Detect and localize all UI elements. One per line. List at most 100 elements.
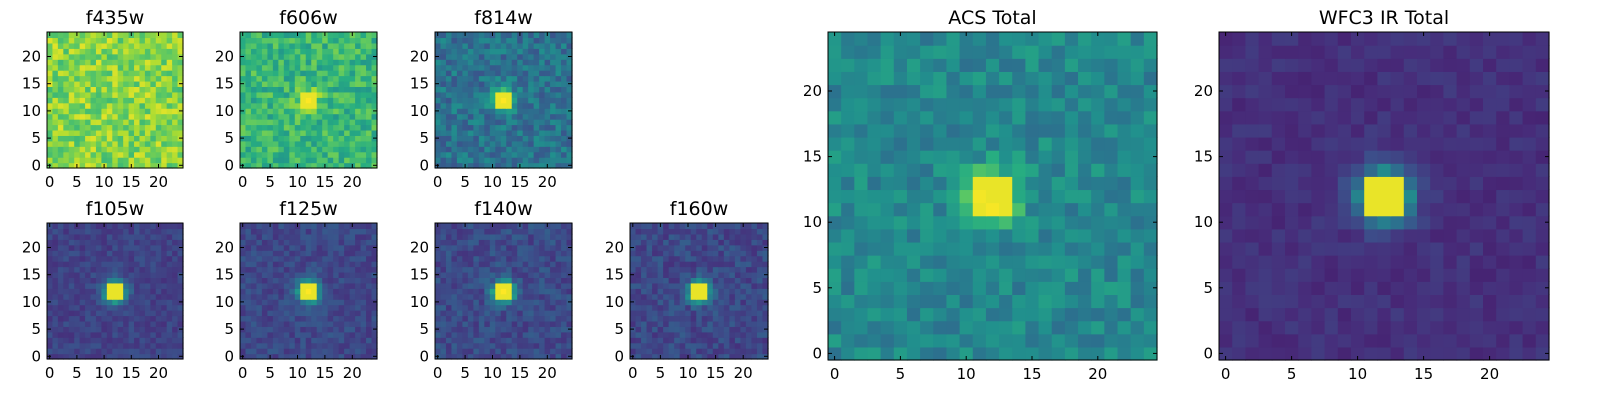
heatmap-cell	[1143, 215, 1158, 230]
heatmap-cell	[473, 353, 480, 360]
heatmap-cell	[828, 215, 842, 230]
heatmap-cell	[344, 102, 351, 109]
heatmap-cell	[550, 108, 557, 115]
heatmap-cell	[79, 48, 86, 55]
heatmap-cell	[294, 48, 301, 55]
y-tick-label: 15	[410, 75, 429, 93]
heatmap-cell	[366, 48, 373, 55]
heatmap-cell	[751, 282, 758, 289]
heatmap-cell	[139, 320, 146, 327]
heatmap-cell	[311, 250, 318, 257]
heatmap-cell	[155, 113, 162, 120]
heatmap-cell	[740, 331, 747, 338]
heatmap-cell	[506, 86, 513, 93]
heatmap-cell	[561, 288, 568, 295]
heatmap-cell	[294, 304, 301, 311]
heatmap-cell	[106, 113, 113, 120]
heatmap-cell	[555, 162, 562, 169]
heatmap-cell	[349, 86, 356, 93]
heatmap-cell	[144, 91, 151, 98]
heatmap-cell	[101, 250, 108, 257]
heatmap-cell	[123, 331, 130, 338]
heatmap-cell	[685, 261, 692, 268]
heatmap-cell	[841, 150, 855, 164]
heatmap-cell	[652, 261, 659, 268]
heatmap-cell	[867, 150, 882, 164]
heatmap-cell	[544, 59, 551, 66]
heatmap-cell	[294, 261, 301, 268]
heatmap-cell	[57, 86, 64, 93]
heatmap-cell	[245, 102, 252, 109]
heatmap-cell	[751, 342, 758, 349]
heatmap-cell	[177, 91, 184, 98]
heatmap-cell	[511, 42, 518, 49]
heatmap-cell	[674, 223, 681, 230]
heatmap-cell	[1091, 176, 1105, 191]
heatmap-cell	[128, 37, 135, 44]
heatmap-cell	[646, 331, 653, 338]
heatmap-cell	[718, 299, 725, 306]
heatmap-cell	[283, 140, 290, 147]
heatmap-cell	[139, 97, 146, 104]
heatmap-cell	[360, 80, 367, 87]
heatmap-cell	[762, 282, 769, 289]
heatmap-cell	[47, 97, 54, 104]
heatmap-cell	[106, 331, 113, 338]
heatmap-cell	[533, 108, 540, 115]
heatmap-cell	[435, 75, 442, 82]
heatmap-cell	[101, 64, 108, 71]
heatmap-cell	[550, 326, 557, 333]
heatmap-cell	[327, 233, 334, 240]
heatmap-cell	[500, 129, 507, 136]
heatmap-cell	[690, 348, 697, 355]
heatmap-cell	[267, 80, 274, 87]
heatmap-cell	[150, 282, 157, 289]
heatmap-cell	[456, 157, 463, 164]
heatmap-cell	[696, 271, 703, 278]
heatmap-cell	[338, 32, 345, 39]
heatmap-cell	[289, 32, 296, 39]
heatmap-cell	[311, 86, 318, 93]
heatmap-cell	[250, 124, 258, 131]
heatmap-cell	[311, 37, 318, 44]
heatmap-cell	[707, 228, 714, 235]
heatmap-cell	[366, 124, 373, 131]
heatmap-cell	[256, 91, 263, 98]
heatmap-cell	[371, 315, 378, 322]
heatmap-cell	[533, 80, 540, 87]
heatmap-cell	[106, 151, 113, 158]
heatmap-cell	[506, 315, 513, 322]
heatmap-cell	[74, 59, 81, 66]
heatmap-cell	[528, 59, 535, 66]
heatmap-cell	[522, 250, 529, 257]
heatmap-cell	[999, 176, 1013, 191]
heatmap-cell	[500, 32, 507, 39]
heatmap-cell	[668, 288, 675, 295]
heatmap-cell	[506, 266, 513, 273]
heatmap-cell	[1091, 228, 1105, 243]
heatmap-cell	[338, 108, 345, 115]
heatmap-cell	[106, 108, 113, 115]
heatmap-cell	[128, 228, 135, 235]
heatmap-cell	[150, 37, 157, 44]
heatmap-cell	[360, 37, 367, 44]
heatmap-cell	[128, 288, 135, 295]
heatmap-cell	[685, 342, 692, 349]
heatmap-cell	[484, 146, 491, 153]
heatmap-cell	[272, 304, 279, 311]
heatmap-cell	[641, 288, 648, 295]
heatmap-cell	[134, 102, 141, 109]
heatmap-cell	[139, 32, 146, 39]
heatmap-cell	[478, 113, 485, 120]
heatmap-cell	[79, 315, 86, 322]
heatmap-cell	[161, 315, 168, 322]
heatmap-cell	[506, 124, 513, 131]
heatmap-cell	[456, 299, 463, 306]
heatmap-cell	[112, 48, 119, 55]
heatmap-cell	[333, 37, 340, 44]
heatmap-cell	[745, 250, 753, 257]
heatmap-cell	[300, 157, 307, 164]
heatmap-cell	[134, 75, 141, 82]
heatmap-cell	[316, 113, 323, 120]
heatmap-cell	[333, 233, 340, 240]
